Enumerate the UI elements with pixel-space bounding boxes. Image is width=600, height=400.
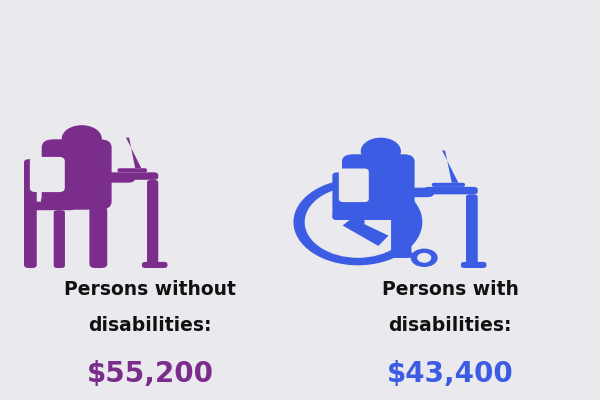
- FancyBboxPatch shape: [118, 168, 147, 172]
- FancyBboxPatch shape: [64, 173, 136, 183]
- Text: disabilities:: disabilities:: [88, 316, 212, 335]
- Text: Persons without: Persons without: [64, 280, 236, 299]
- FancyBboxPatch shape: [432, 183, 465, 187]
- Circle shape: [352, 218, 364, 226]
- Circle shape: [361, 138, 400, 164]
- Text: $43,400: $43,400: [386, 360, 514, 388]
- FancyBboxPatch shape: [401, 212, 412, 258]
- FancyBboxPatch shape: [24, 159, 37, 268]
- FancyBboxPatch shape: [342, 154, 415, 220]
- FancyBboxPatch shape: [30, 157, 65, 192]
- Text: Persons with: Persons with: [382, 280, 518, 299]
- FancyBboxPatch shape: [391, 216, 409, 258]
- FancyBboxPatch shape: [147, 180, 158, 268]
- FancyBboxPatch shape: [348, 206, 414, 218]
- Polygon shape: [442, 150, 458, 183]
- Text: $55,200: $55,200: [86, 360, 214, 388]
- Polygon shape: [343, 218, 389, 246]
- FancyBboxPatch shape: [424, 187, 478, 194]
- Circle shape: [305, 187, 410, 257]
- FancyBboxPatch shape: [332, 212, 419, 220]
- FancyBboxPatch shape: [41, 195, 107, 208]
- FancyBboxPatch shape: [89, 207, 107, 268]
- Circle shape: [418, 254, 431, 262]
- FancyBboxPatch shape: [339, 168, 369, 202]
- Circle shape: [294, 180, 422, 265]
- Circle shape: [412, 249, 437, 266]
- FancyBboxPatch shape: [41, 139, 112, 210]
- FancyBboxPatch shape: [363, 188, 434, 197]
- FancyBboxPatch shape: [54, 210, 65, 268]
- Circle shape: [62, 126, 101, 152]
- FancyBboxPatch shape: [332, 172, 344, 220]
- Text: disabilities:: disabilities:: [388, 316, 512, 335]
- Polygon shape: [126, 138, 142, 168]
- FancyBboxPatch shape: [461, 262, 487, 268]
- FancyBboxPatch shape: [386, 252, 414, 258]
- FancyBboxPatch shape: [107, 172, 158, 180]
- FancyBboxPatch shape: [24, 202, 75, 210]
- FancyBboxPatch shape: [142, 262, 167, 268]
- FancyBboxPatch shape: [466, 194, 478, 268]
